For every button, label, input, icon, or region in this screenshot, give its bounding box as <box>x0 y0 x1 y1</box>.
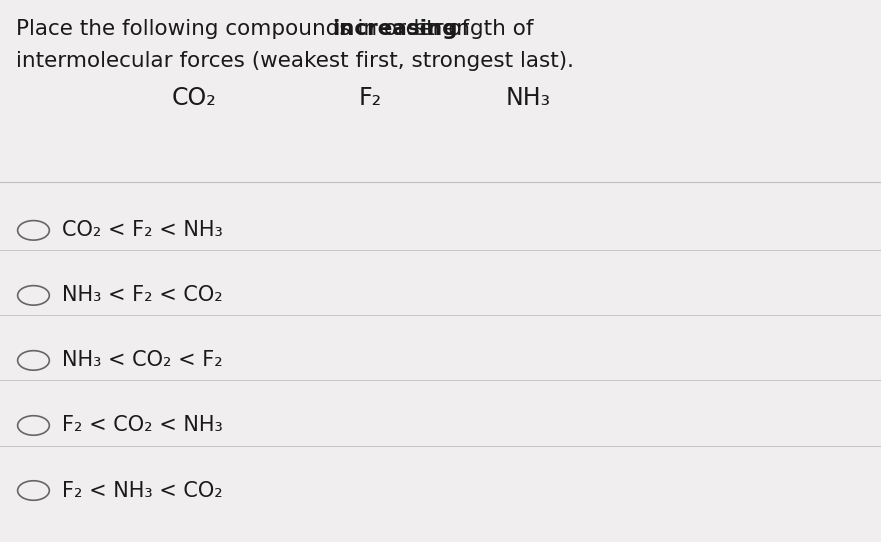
Text: NH₃: NH₃ <box>506 86 552 109</box>
Text: F₂ < CO₂ < NH₃: F₂ < CO₂ < NH₃ <box>62 416 222 435</box>
Text: NH₃ < F₂ < CO₂: NH₃ < F₂ < CO₂ <box>62 286 222 305</box>
Text: increasing: increasing <box>332 19 458 39</box>
Text: Place the following compounds in order of: Place the following compounds in order o… <box>16 19 476 39</box>
Text: CO₂ < F₂ < NH₃: CO₂ < F₂ < NH₃ <box>62 221 222 240</box>
Text: CO₂: CO₂ <box>172 86 216 109</box>
Text: F₂: F₂ <box>359 86 381 109</box>
Text: NH₃ < CO₂ < F₂: NH₃ < CO₂ < F₂ <box>62 351 222 370</box>
Text: intermolecular forces (weakest first, strongest last).: intermolecular forces (weakest first, st… <box>16 51 574 72</box>
Text: F₂ < NH₃ < CO₂: F₂ < NH₃ < CO₂ <box>62 481 222 500</box>
Text: strength of: strength of <box>408 19 533 39</box>
